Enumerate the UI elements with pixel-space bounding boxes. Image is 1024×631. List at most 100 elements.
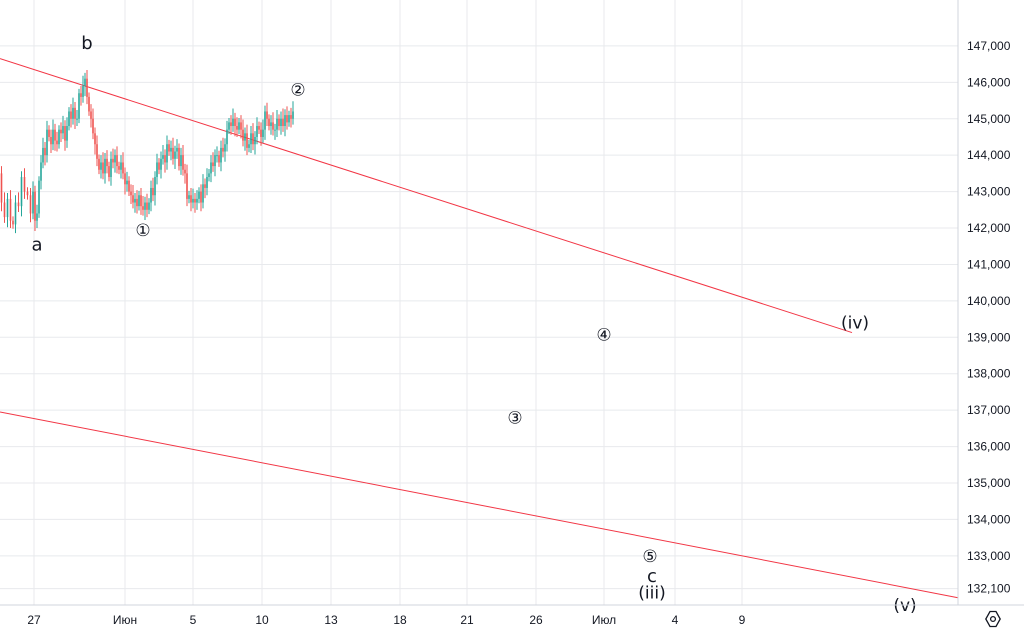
x-tick-label: 27 (27, 613, 41, 627)
candle-body (210, 162, 212, 174)
candle-body (104, 158, 106, 174)
candle-body (116, 155, 118, 167)
candle-body (238, 122, 240, 130)
candle-body (68, 111, 70, 127)
candle-body (194, 198, 196, 203)
wave-label: b (81, 33, 92, 54)
candle-body (242, 129, 244, 141)
candle-body (128, 180, 130, 192)
y-tick-label: 133,000 (967, 549, 1011, 563)
candle-body (50, 136, 52, 145)
candle-body (26, 191, 29, 196)
candle-body (132, 195, 134, 203)
y-tick-label: 140,000 (967, 294, 1011, 308)
chart-settings-button[interactable] (981, 608, 1005, 630)
candle-body (6, 198, 9, 218)
candle-body (88, 96, 90, 112)
candle-body (158, 162, 160, 170)
candles (0, 69, 294, 234)
candle-body (250, 133, 252, 145)
candle-body (256, 126, 258, 137)
candle-body (136, 198, 138, 207)
candle-body (112, 158, 114, 163)
candle-body (17, 202, 20, 207)
candle-body (32, 191, 34, 214)
candle-body (108, 166, 110, 178)
candle-body (276, 118, 278, 130)
candle-body (190, 195, 192, 203)
x-tick-label: 5 (190, 613, 197, 627)
candle-body (174, 151, 176, 159)
candle-body (182, 155, 184, 170)
candle-body (254, 136, 256, 145)
candle-body (166, 144, 168, 163)
candle-body (196, 198, 198, 203)
wave-label: (iii) (638, 584, 665, 604)
candle-body (252, 133, 254, 145)
y-tick-label: 142,000 (967, 221, 1011, 235)
candle-body (9, 198, 12, 221)
candle-body (272, 122, 274, 130)
candle-body (172, 147, 174, 159)
candle-body (54, 129, 56, 141)
candle-body (0, 173, 3, 203)
wave-label: (v) (893, 596, 916, 616)
wave-label: c (647, 566, 657, 587)
candle-body (138, 195, 140, 207)
candle-body (220, 147, 222, 163)
candle-body (76, 118, 78, 120)
x-tick-label: Июл (592, 613, 616, 627)
candle-body (224, 144, 226, 152)
candle-body (240, 122, 242, 130)
candle-body (122, 162, 124, 174)
candle-body (90, 111, 92, 119)
candle-body (156, 162, 158, 178)
x-tick-label: 26 (529, 613, 543, 627)
candle-body (258, 126, 260, 130)
candle-body (280, 118, 282, 127)
candle-body (188, 195, 190, 199)
candle-body (102, 162, 104, 174)
candle-body (192, 198, 194, 203)
candle-body (236, 126, 238, 130)
chart-grid (0, 0, 958, 605)
wave-label: ③ (507, 408, 522, 428)
candle-body (198, 191, 200, 199)
candle-body (62, 126, 64, 134)
candle-body (286, 115, 288, 123)
candle-body (246, 133, 248, 148)
candle-body (126, 180, 128, 185)
candle-body (264, 111, 266, 130)
wave-label: ④ (596, 325, 611, 345)
trendline (0, 411, 959, 599)
candle-body (114, 155, 116, 163)
y-tick-label: 136,000 (967, 440, 1011, 454)
candle-body (176, 147, 178, 152)
candle-body (34, 191, 36, 221)
price-axis[interactable]: 132,100 133,000 134,000 135,000 136,000 137,0… (967, 39, 1011, 596)
wave-label: ⑤ (642, 547, 657, 567)
candle-body (244, 133, 246, 141)
candle-body (274, 129, 276, 131)
candle-body (214, 155, 216, 167)
x-tick-label: 21 (460, 613, 474, 627)
candle-body (96, 144, 98, 159)
candle-body (42, 147, 44, 163)
candle-body (44, 147, 46, 156)
y-tick-label: 132,100 (967, 582, 1011, 596)
candle-body (72, 107, 74, 119)
candle-body (168, 144, 170, 152)
candle-body (262, 129, 264, 137)
x-tick-label: 10 (255, 613, 269, 627)
candle-body (226, 129, 228, 145)
candle-body (94, 133, 96, 145)
candle-body (36, 213, 38, 221)
candle-body (202, 184, 204, 203)
candle-body (14, 202, 17, 225)
candle-body (80, 93, 82, 97)
candle-body (230, 122, 232, 127)
time-axis[interactable]: 27 Июн 5 10 13 18 21 26 Июл 4 9 (27, 613, 745, 627)
candle-body (248, 144, 250, 148)
candle-body (56, 140, 58, 145)
